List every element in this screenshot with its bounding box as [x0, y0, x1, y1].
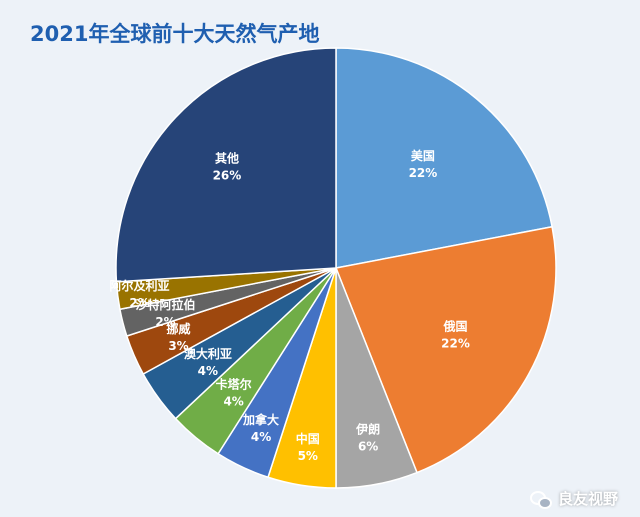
- pie-labels: 美国22%俄国22%伊朗6%中国5%加拿大4%卡塔尔4%澳大利亚4%挪威3%沙特…: [110, 148, 470, 463]
- slice-value-8: 3%: [168, 339, 188, 353]
- slice-value-2: 22%: [441, 337, 470, 351]
- chart-title: 2021年全球前十大天然气产地: [30, 22, 320, 46]
- slice-label-6: 卡塔尔: [216, 377, 252, 392]
- pie-slices: [115, 47, 557, 489]
- slice-label-5: 加拿大: [242, 412, 279, 427]
- slice-value-7: 4%: [198, 364, 218, 378]
- slice-value-4: 5%: [298, 449, 318, 463]
- slice-value-10: 2%: [129, 296, 149, 310]
- slice-label-2: 俄国: [443, 319, 468, 334]
- pie-slice-11: [115, 47, 337, 283]
- watermark: 良友视野: [529, 488, 618, 509]
- slice-label-10: 阿尔及利亚: [110, 278, 170, 293]
- slice-value-5: 4%: [251, 430, 271, 444]
- pie-slice-1: [335, 47, 553, 269]
- slice-value-1: 22%: [409, 166, 438, 180]
- slice-label-8: 挪威: [167, 321, 191, 336]
- watermark-text: 良友视野: [557, 490, 618, 508]
- slice-label-3: 伊朗: [355, 422, 380, 437]
- slice-label-7: 澳大利亚: [184, 346, 232, 361]
- slice-value-3: 6%: [358, 440, 378, 454]
- slice-value-11: 26%: [213, 169, 242, 183]
- slice-value-6: 4%: [223, 395, 243, 409]
- slice-value-9: 2%: [155, 315, 175, 329]
- slice-label-1: 美国: [411, 148, 435, 163]
- slice-label-4: 中国: [296, 431, 320, 446]
- wechat-icon: [529, 490, 552, 509]
- pie-slice-2: [334, 225, 557, 474]
- slice-label-9: 沙特阿拉伯: [136, 297, 196, 312]
- slice-label-11: 其他: [215, 151, 239, 166]
